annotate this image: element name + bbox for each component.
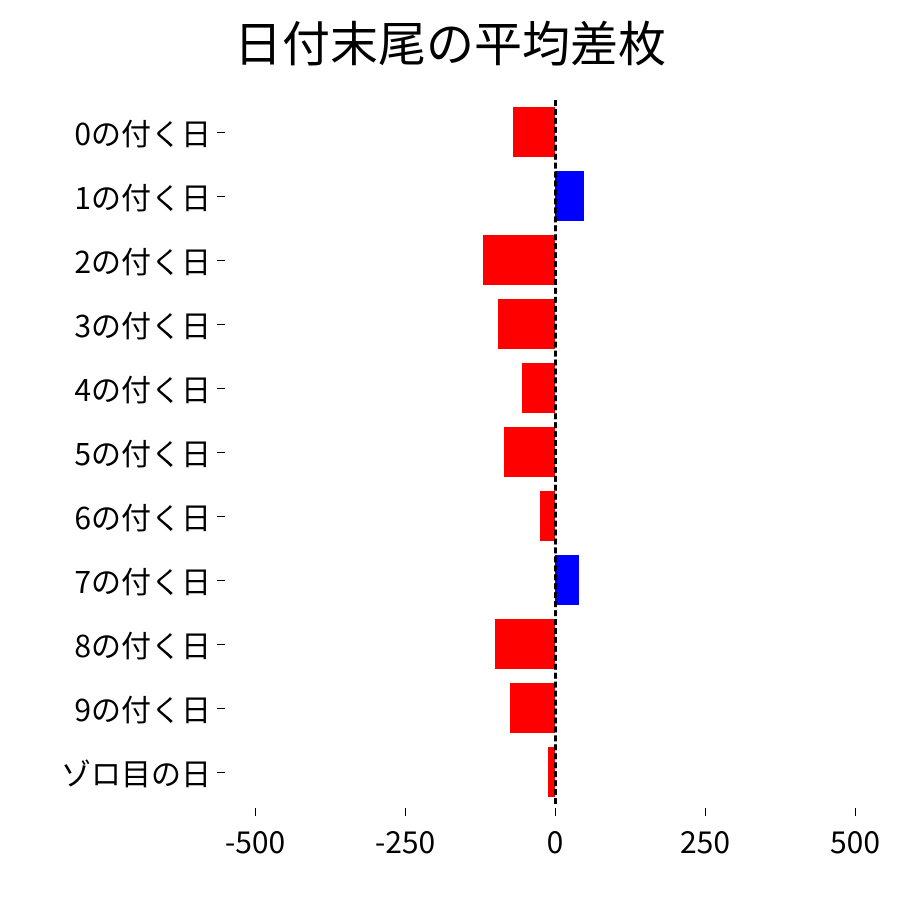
bar (495, 619, 555, 669)
x-tick-label: 0 (547, 818, 564, 862)
y-category-label: ゾロ目の日 (61, 750, 211, 794)
y-category-label: 9の付く日 (74, 686, 211, 730)
x-tick-label: 250 (680, 818, 730, 862)
y-category-label: 8の付く日 (74, 622, 211, 666)
bar (498, 299, 555, 349)
y-tick (217, 324, 225, 325)
y-tick (217, 452, 225, 453)
y-category-label: 1の付く日 (74, 174, 211, 218)
y-category-label: 5の付く日 (74, 430, 211, 474)
bar (483, 235, 555, 285)
x-tick-label: -250 (375, 818, 435, 862)
x-tick (255, 808, 256, 816)
y-tick (217, 516, 225, 517)
y-tick (217, 388, 225, 389)
y-tick (217, 260, 225, 261)
chart-title: 日付末尾の平均差枚 (0, 5, 900, 75)
y-category-label: 2の付く日 (74, 238, 211, 282)
bar (513, 107, 555, 157)
bar (510, 683, 555, 733)
y-category-label: 3の付く日 (74, 302, 211, 346)
y-category-label: 4の付く日 (74, 366, 211, 410)
x-tick-label: 500 (830, 818, 880, 862)
y-tick (217, 132, 225, 133)
y-category-label: 6の付く日 (74, 494, 211, 538)
x-tick (555, 808, 556, 816)
bar (522, 363, 555, 413)
x-tick (855, 808, 856, 816)
chart-container: 日付末尾の平均差枚 -500-25002505000の付く日1の付く日2の付く日… (0, 0, 900, 900)
plot-area: -500-25002505000の付く日1の付く日2の付く日3の付く日4の付く日… (225, 80, 885, 830)
x-tick (705, 808, 706, 816)
zero-line (554, 100, 557, 804)
bar (504, 427, 555, 477)
bar (555, 555, 579, 605)
y-tick (217, 644, 225, 645)
x-tick-label: -500 (225, 818, 285, 862)
x-tick (405, 808, 406, 816)
y-tick (217, 772, 225, 773)
y-tick (217, 196, 225, 197)
bar (555, 171, 584, 221)
y-tick (217, 580, 225, 581)
y-tick (217, 708, 225, 709)
y-category-label: 7の付く日 (74, 558, 211, 602)
y-category-label: 0の付く日 (74, 110, 211, 154)
